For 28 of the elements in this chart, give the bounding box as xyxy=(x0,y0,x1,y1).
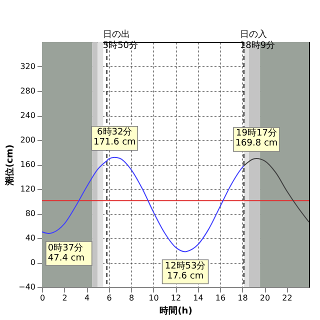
x-tick-label: 10 xyxy=(148,294,159,302)
annotation: 0時37分 47.4 cm xyxy=(48,242,85,264)
x-tick-label: 6 xyxy=(106,294,112,302)
y-axis-title: 潮位(cm) xyxy=(4,144,16,186)
y-tick-label: 40 xyxy=(25,234,36,242)
y-tick-label: 240 xyxy=(20,111,36,120)
annotation: 19時17分 169.8 cm xyxy=(235,127,278,148)
y-tick-label: 280 xyxy=(20,86,36,96)
x-tick-label: 18 xyxy=(238,294,248,302)
y-tick-label: 320 xyxy=(20,62,36,71)
x-tick-label: 12 xyxy=(170,294,182,302)
y-tick-label: 0 xyxy=(30,258,36,267)
x-tick-label: 20 xyxy=(260,294,270,302)
y-tick-label: 120 xyxy=(20,184,36,194)
x-tick-label: 14 xyxy=(193,294,204,302)
y-tick-label: 200 xyxy=(20,136,36,144)
annotation: 6時32分 171.6 cm xyxy=(93,126,136,148)
x-axis-title: 時間(h) xyxy=(160,306,192,316)
y-tick-label: 160 xyxy=(20,160,36,169)
y-tick-label: −40 xyxy=(18,282,36,292)
x-tick-label: 16 xyxy=(215,294,226,302)
x-tick-label: 2 xyxy=(62,294,68,302)
x-tick-label: 22 xyxy=(282,294,292,302)
x-tick-label: 0 xyxy=(40,294,46,302)
annotation: 12時53分 17.6 cm xyxy=(164,260,206,282)
x-tick-label: 8 xyxy=(128,294,134,302)
y-tick-label: 80 xyxy=(25,209,36,218)
x-tick-label: 4 xyxy=(84,294,90,302)
